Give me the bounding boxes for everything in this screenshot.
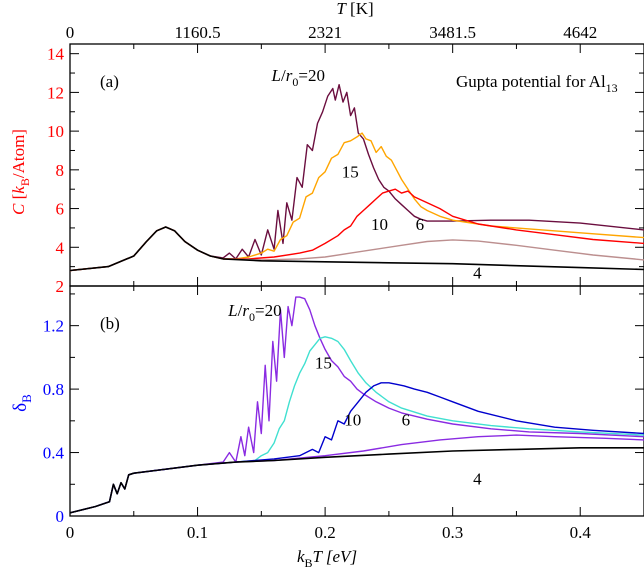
panel-1-series-label-15: 15 xyxy=(315,353,332,372)
bottom-axis-title: kBT [eV] xyxy=(297,547,357,570)
top-xtick-label: 1160.5 xyxy=(174,23,220,42)
panel-0-series-label-4: 4 xyxy=(473,263,482,282)
series-line-L4-panel-1 xyxy=(70,447,644,514)
label-L20-L: L xyxy=(227,301,237,320)
bottom-xtick-label: 0.2 xyxy=(314,523,335,542)
panel-b-ylabel-delta: δ xyxy=(10,403,31,412)
panel-0-ytick-label: 6 xyxy=(56,200,65,219)
panel-1-ytick-label: 0.4 xyxy=(43,444,65,463)
panel-0-series-label-10: 10 xyxy=(371,215,388,234)
bottom-xtick-label: 0 xyxy=(66,523,75,542)
panel-0-series-label-15: 15 xyxy=(342,163,359,182)
panel-1-series-label-6: 6 xyxy=(402,411,411,430)
bottom-axis-title-k: k xyxy=(297,547,305,566)
series-line-L15-panel-0 xyxy=(70,132,644,272)
bottom-xtick-label: 0.4 xyxy=(570,523,592,542)
panel-0-series-label-6: 6 xyxy=(416,215,425,234)
panel-1-ytick-label: 1.2 xyxy=(43,317,64,336)
panel-a-annotation: Gupta potential for Al13 xyxy=(456,72,618,95)
series-line-L6-panel-1 xyxy=(70,434,644,514)
bottom-axis-title-rest: T [eV] xyxy=(313,547,358,566)
label-L20-r: r xyxy=(242,301,249,320)
panel-1-frame xyxy=(69,285,644,517)
label-L20-eq: =20 xyxy=(255,301,282,320)
top-axis-title: T [K] xyxy=(336,0,373,18)
panel-frames xyxy=(69,43,644,517)
panel-1-ytick-label: 0 xyxy=(56,507,65,526)
top-xtick-label: 4642 xyxy=(563,23,597,42)
panel-a-ylabel-c: C xyxy=(9,203,28,215)
panel-b-ylabel-sub: B xyxy=(19,394,34,403)
panel-0-ytick-label: 8 xyxy=(56,161,65,180)
panel-b-label: (b) xyxy=(100,314,120,333)
bottom-xtick-label: 0.1 xyxy=(187,523,208,542)
panel-a-ylabel-sub: B xyxy=(18,178,32,186)
bottom-axis-title-sub: B xyxy=(304,556,312,570)
panel-a-annotation-main: Gupta potential for Al xyxy=(456,72,606,91)
panel-0-series-group xyxy=(70,84,644,272)
panel-0-ytick-label: 14 xyxy=(47,45,65,64)
panel-a-ylabel-rest: /Atom] xyxy=(9,129,28,178)
panel-1-series-group xyxy=(70,296,644,514)
panel-1-series-label-10: 10 xyxy=(344,411,361,430)
panel-0-ytick-label: 2 xyxy=(56,277,65,296)
panel-0-ytick-label: 10 xyxy=(47,122,64,141)
panel-b-ylabel: δB xyxy=(10,394,34,412)
panel-a-ylabel-open: [ xyxy=(9,193,28,203)
series-line-L10-panel-0 xyxy=(70,188,644,272)
label-L20-slash: / xyxy=(281,66,286,85)
panel-0-ytick-label: 4 xyxy=(56,238,65,257)
label-L20-sub: 0 xyxy=(249,310,255,324)
top-axis-title-symbol: T xyxy=(336,0,347,18)
panel-1-label-L20: L/r0=20 xyxy=(227,301,281,324)
panel-0-label-L20: L/r0=20 xyxy=(271,66,325,89)
label-L20-r: r xyxy=(286,66,293,85)
panel-a-annotation-sub: 13 xyxy=(606,81,618,95)
label-L20-sub: 0 xyxy=(292,75,298,89)
series-lines xyxy=(70,84,644,514)
chart-text: T [K] kBT [eV] C [kB/Atom] δB (a) (b) Gu… xyxy=(9,0,618,570)
top-xtick-label: 3481.5 xyxy=(429,23,476,42)
panel-1-series-label-4: 4 xyxy=(473,469,482,488)
panel-a-label: (a) xyxy=(100,72,119,91)
tick-marks xyxy=(69,44,644,517)
series-line-L4-panel-0 xyxy=(70,226,644,272)
series-line-L6-panel-0 xyxy=(70,226,644,272)
panel-0-ytick-label: 12 xyxy=(47,83,64,102)
top-axis-title-unit: [K] xyxy=(346,0,374,18)
label-L20-eq: =20 xyxy=(298,66,325,85)
label-L20-slash: / xyxy=(238,301,243,320)
top-xtick-label: 0 xyxy=(66,23,75,42)
panel-a-ylabel-k: k xyxy=(9,186,28,194)
bottom-xtick-label: 0.3 xyxy=(442,523,463,542)
panel-a-ylabel: C [kB/Atom] xyxy=(9,129,32,215)
series-line-L20-panel-1 xyxy=(70,296,644,514)
panel-1-ytick-label: 0.8 xyxy=(43,380,64,399)
label-L20-L: L xyxy=(271,66,281,85)
top-xtick-label: 2321 xyxy=(308,23,342,42)
